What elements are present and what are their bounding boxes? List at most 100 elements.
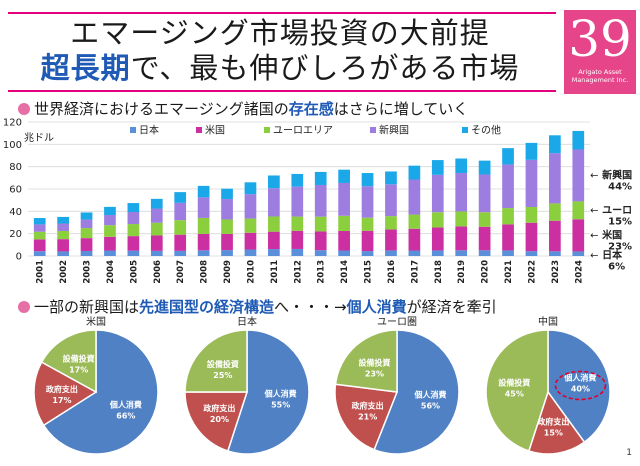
bar-segment [408, 214, 421, 229]
x-tick-label: 2024 [574, 260, 584, 284]
page-badge: 39 Arigato Asset Management Inc. [564, 10, 636, 94]
pie-slice [226, 329, 310, 455]
bar-segment [385, 216, 397, 230]
share-arrow-icon: ← [590, 251, 598, 262]
bar-segment [221, 233, 233, 251]
bar-segment [174, 192, 187, 203]
bar-segment [431, 250, 444, 256]
bar-segment [80, 212, 93, 220]
pie-title: 米国 [86, 316, 106, 328]
bar-segment [268, 249, 280, 256]
bar-segment [338, 215, 350, 231]
bar-segment [221, 199, 233, 220]
bar-segment [572, 149, 585, 202]
pie-slice-value: 25% [213, 371, 232, 380]
y-axis-label: 兆ドル [24, 132, 54, 144]
bar-segment [150, 235, 163, 251]
bar-segment [502, 164, 514, 209]
bar-segment [268, 216, 280, 232]
bar-segment [361, 217, 374, 231]
page-number: 1 [626, 448, 632, 458]
section-heading-2: 一部の新興国は先進国型の経済構造へ・・・→個人消費が経済を牽引 [18, 296, 497, 317]
bar-segment [127, 224, 140, 237]
bar-segment [549, 203, 561, 221]
x-tick-label: 2010 [246, 260, 256, 284]
top-rule [8, 12, 556, 14]
pie-slice-value: 21% [358, 412, 377, 421]
bar-segment [291, 186, 304, 217]
bar-segment [549, 153, 561, 204]
bar-segment [291, 248, 304, 256]
title-highlight: 超長期 [40, 51, 131, 85]
bar-segment [150, 222, 163, 236]
badge-number: 39 [568, 10, 632, 68]
x-tick-label: 2006 [153, 260, 163, 284]
bar-segment [33, 251, 46, 256]
bar-segment [525, 251, 538, 256]
bar-segment [385, 184, 397, 217]
bar-segment [572, 201, 585, 220]
bar-segment [408, 179, 421, 215]
bullet-dot-icon [18, 103, 30, 115]
share-annotation-percent: 15% [608, 216, 632, 227]
bar-segment [502, 208, 514, 225]
bar-segment [408, 228, 421, 251]
pie-slice-value: 45% [505, 390, 524, 399]
bar-segment [291, 216, 304, 231]
share-annotation-name: 日本 [602, 249, 623, 262]
pie-slice-value: 23% [365, 369, 384, 378]
bar-segment [150, 208, 163, 223]
bar-segment [244, 218, 257, 233]
bar-segment [127, 203, 140, 213]
bar-segment [244, 182, 257, 195]
share-annotation-percent: 44% [608, 181, 632, 192]
x-tick-label: 2012 [293, 260, 303, 284]
section-2-highlight-2: 個人消費 [346, 298, 407, 316]
bar-segment [314, 171, 327, 185]
x-tick-label: 2016 [387, 260, 397, 284]
bar-segment [150, 250, 163, 256]
bar-segment [314, 250, 327, 256]
pie-slice-value: 66% [116, 411, 135, 420]
bar-segment [361, 230, 374, 252]
pie-slice-label: 設備投資 [63, 354, 95, 364]
bar-segment [478, 160, 491, 175]
x-tick-label: 2017 [410, 260, 420, 284]
bar-segment [197, 250, 210, 256]
bar-segment [478, 250, 491, 256]
bar-segment [338, 182, 350, 216]
section-2-prefix: 一部の新興国は [34, 298, 140, 316]
legend-swatch [196, 127, 202, 133]
bar-segment [338, 169, 350, 183]
bar-segment [221, 188, 233, 200]
bar-segment [502, 250, 514, 256]
bar-segment [385, 171, 397, 185]
share-annotation-name: 米国 [602, 228, 622, 241]
bar-segment [408, 250, 421, 256]
pie-slice-label: 政府支出 [537, 417, 569, 427]
bar-segment [268, 231, 280, 250]
bar-segment [314, 216, 327, 232]
y-tick-label: 100 [3, 140, 22, 151]
pie-slice-label: 個人消費 [109, 399, 142, 409]
pie-slice [334, 329, 398, 393]
bar-segment [525, 142, 538, 160]
bar-segment [174, 234, 187, 251]
pie-slice-value: 40% [571, 384, 590, 393]
pie-slice-label: 個人消費 [413, 389, 446, 399]
bar-segment [57, 251, 69, 256]
bar-segment [525, 222, 538, 252]
pie-slice-value: 15% [544, 429, 563, 438]
pie-title: 中国 [538, 316, 558, 328]
badge-company-line-2: Management Inc. [571, 76, 629, 84]
badge-company-line-1: Arigato Asset [578, 68, 622, 76]
x-tick-label: 2011 [270, 260, 280, 284]
bar-segment [104, 215, 116, 226]
bar-segment [80, 250, 93, 256]
x-tick-label: 2015 [364, 260, 374, 284]
bar-segment [244, 194, 257, 219]
pie-slice-label: 政府支出 [46, 384, 78, 394]
x-tick-label: 2023 [551, 260, 561, 284]
bar-segment [150, 198, 163, 209]
title-line-1: エマージング市場投資の大前提 [70, 16, 490, 50]
